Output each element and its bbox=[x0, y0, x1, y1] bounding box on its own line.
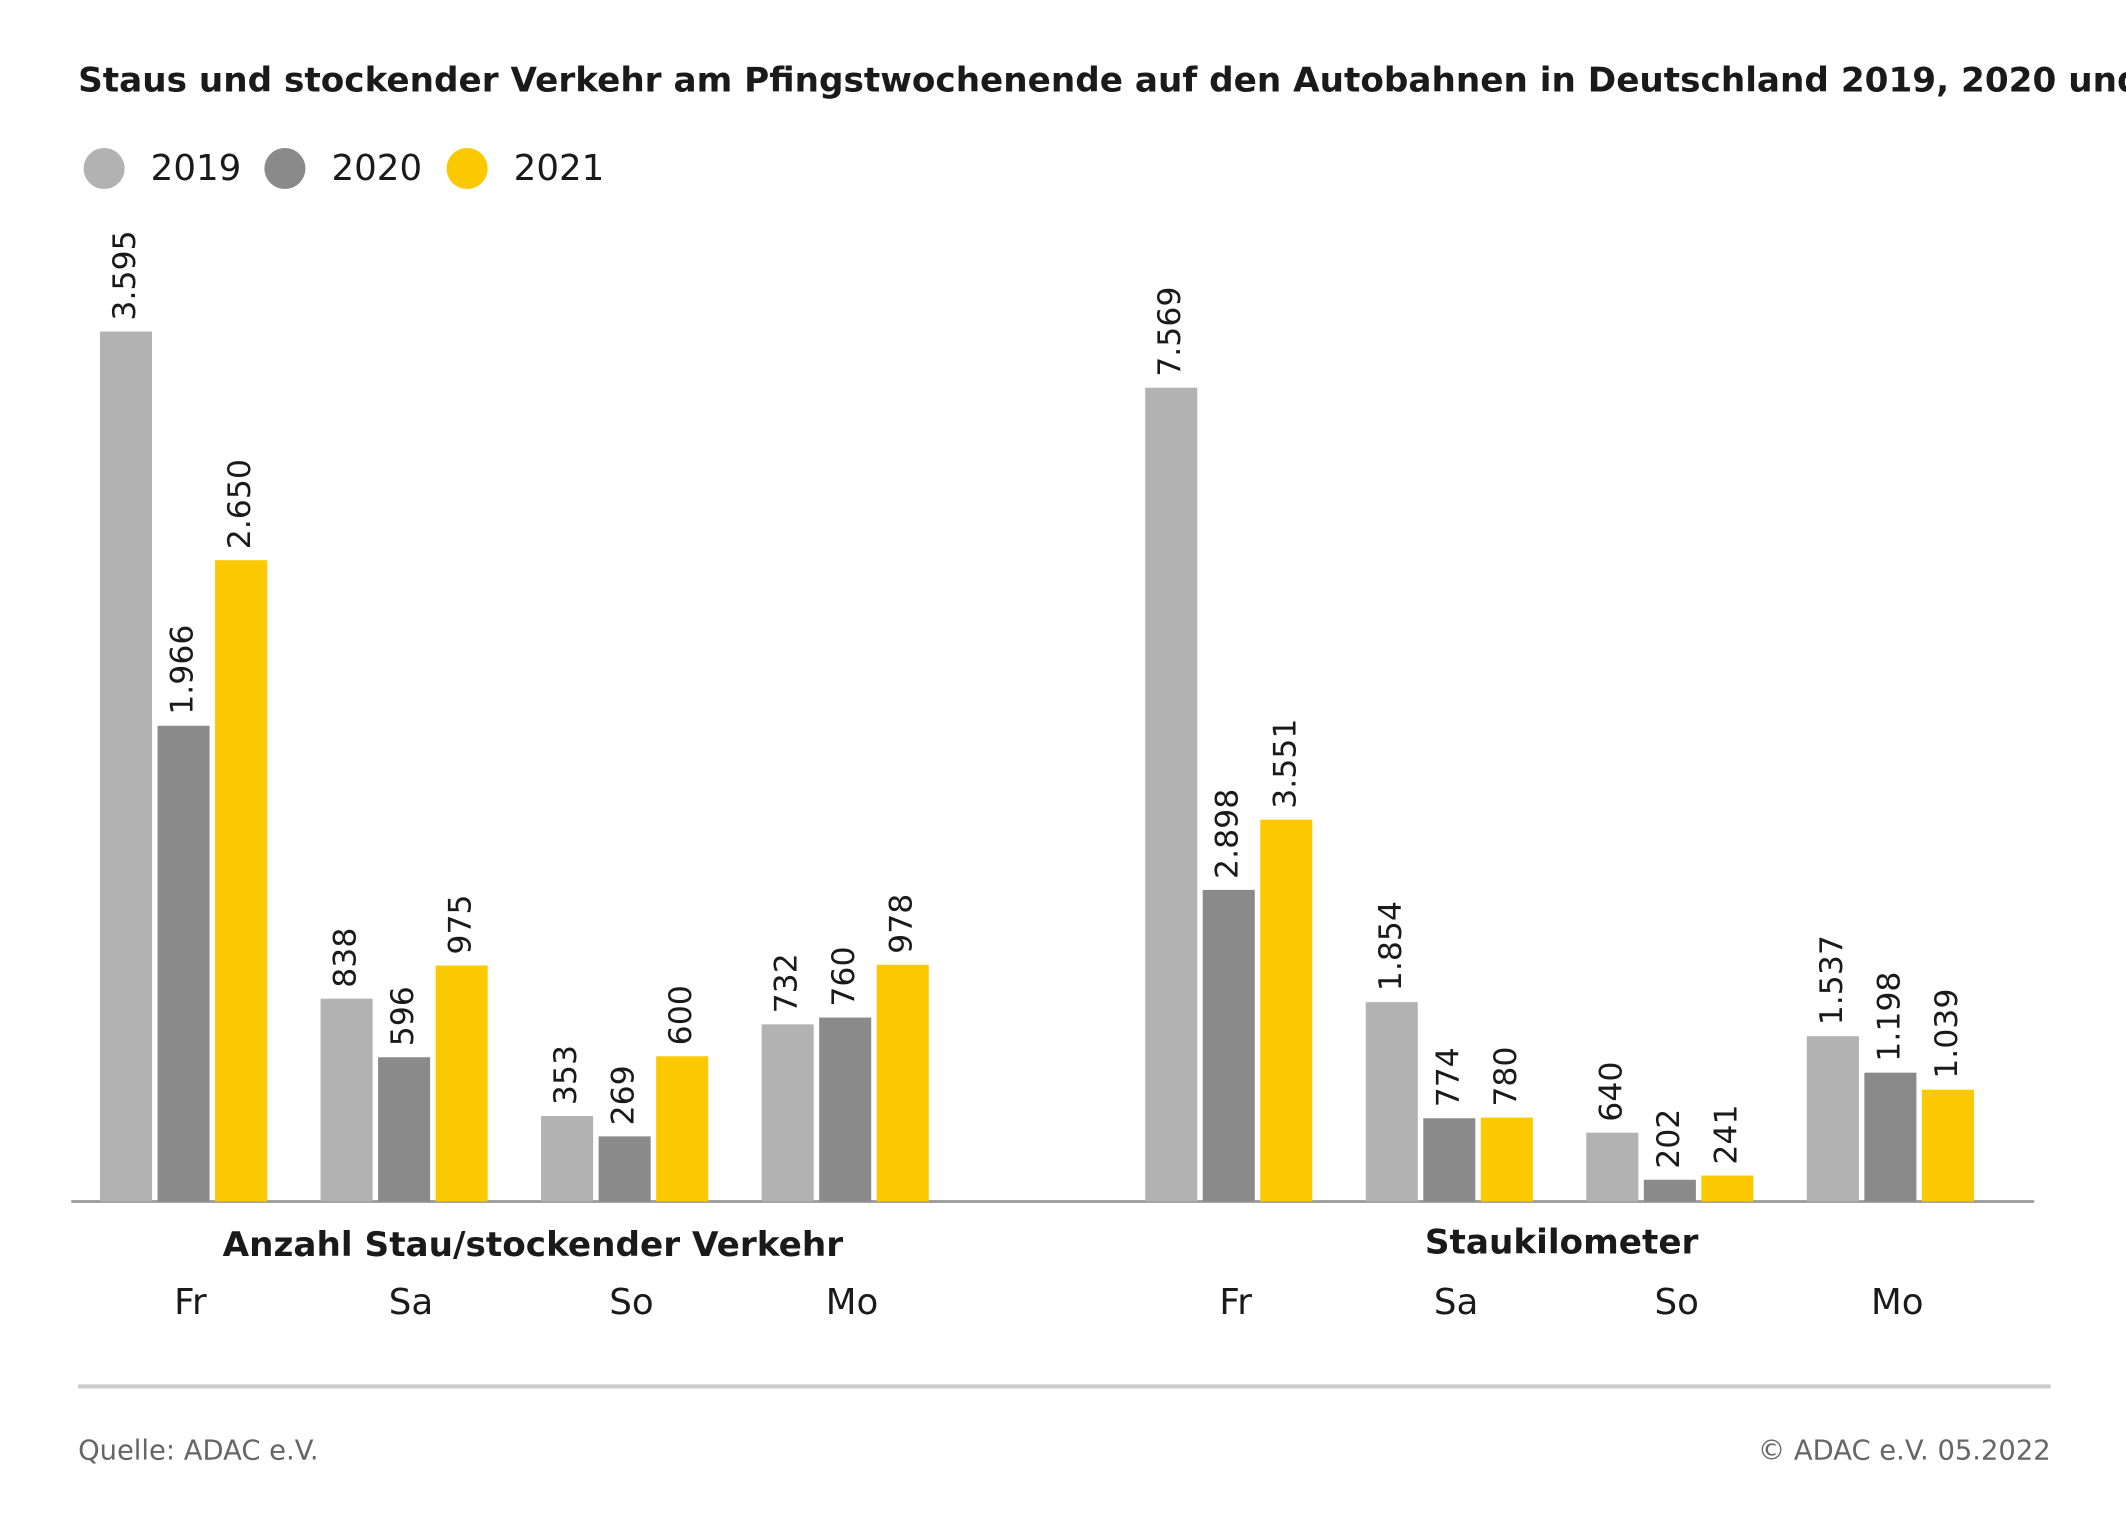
value-label: 269 bbox=[606, 1065, 642, 1125]
value-label: 202 bbox=[1651, 1109, 1687, 1169]
bar bbox=[1365, 1002, 1418, 1202]
x-tick-label: So bbox=[1654, 1282, 1698, 1323]
value-label: 3.595 bbox=[107, 230, 143, 320]
x-tick-label: Sa bbox=[389, 1282, 433, 1323]
value-label: 1.039 bbox=[1929, 989, 1965, 1079]
bar bbox=[1586, 1132, 1639, 1202]
value-label: 353 bbox=[548, 1045, 584, 1105]
bar bbox=[1423, 1118, 1476, 1202]
bar bbox=[1701, 1175, 1754, 1202]
bar bbox=[1480, 1117, 1533, 1202]
value-label: 600 bbox=[663, 985, 699, 1045]
value-label: 2.898 bbox=[1210, 789, 1246, 879]
legend-label: 2019 bbox=[151, 148, 242, 189]
value-label: 7.569 bbox=[1152, 287, 1188, 377]
bar bbox=[1806, 1036, 1859, 1202]
value-label: 596 bbox=[385, 986, 421, 1046]
bar bbox=[761, 1024, 814, 1202]
bar bbox=[99, 331, 153, 1202]
value-label: 2.650 bbox=[222, 459, 258, 549]
value-label: 975 bbox=[443, 894, 479, 954]
value-label: 780 bbox=[1488, 1047, 1524, 1107]
value-label: 1.966 bbox=[165, 625, 201, 715]
bar bbox=[656, 1056, 709, 1202]
bar bbox=[1202, 889, 1255, 1202]
bar bbox=[541, 1116, 594, 1202]
value-label: 760 bbox=[826, 946, 862, 1006]
group-label: Staukilometer bbox=[1425, 1222, 1699, 1262]
value-label: 774 bbox=[1430, 1047, 1466, 1107]
bar bbox=[378, 1057, 431, 1202]
bar bbox=[215, 560, 268, 1202]
bar bbox=[819, 1017, 872, 1202]
legend-label: 2021 bbox=[514, 148, 605, 189]
bar bbox=[1864, 1072, 1917, 1202]
bar bbox=[320, 998, 373, 1202]
legend-swatch bbox=[446, 147, 488, 190]
copyright: © ADAC e.V. 05.2022 bbox=[1758, 1436, 2051, 1467]
value-label: 838 bbox=[328, 928, 364, 988]
value-label: 978 bbox=[884, 894, 920, 954]
legend-swatch bbox=[83, 147, 125, 190]
group-label: Anzahl Stau/stockender Verkehr bbox=[223, 1225, 844, 1265]
value-label: 640 bbox=[1593, 1062, 1629, 1122]
source: Quelle: ADAC e.V. bbox=[78, 1436, 319, 1467]
bar bbox=[876, 964, 929, 1202]
bar bbox=[1260, 819, 1313, 1202]
chart-title: Staus und stockender Verkehr am Pfingstw… bbox=[78, 61, 2126, 101]
x-tick-label: Fr bbox=[174, 1282, 207, 1323]
x-tick-label: Fr bbox=[1219, 1282, 1252, 1323]
x-tick-label: Sa bbox=[1434, 1282, 1478, 1323]
x-tick-label: Mo bbox=[826, 1282, 879, 1323]
legend-label: 2020 bbox=[332, 148, 423, 189]
value-label: 1.854 bbox=[1373, 901, 1409, 991]
value-label: 241 bbox=[1708, 1104, 1744, 1164]
bar bbox=[435, 965, 488, 1202]
bar bbox=[157, 725, 210, 1202]
bar bbox=[1145, 387, 1198, 1202]
x-tick-label: Mo bbox=[1871, 1282, 1924, 1323]
legend-swatch bbox=[264, 147, 306, 190]
value-label: 1.198 bbox=[1871, 972, 1907, 1062]
value-label: 3.551 bbox=[1267, 719, 1303, 809]
x-tick-label: So bbox=[609, 1282, 653, 1323]
value-label: 1.537 bbox=[1814, 935, 1850, 1025]
bar bbox=[1643, 1179, 1696, 1202]
bar bbox=[1921, 1089, 1974, 1202]
value-label: 732 bbox=[769, 953, 805, 1013]
bar bbox=[598, 1136, 651, 1202]
